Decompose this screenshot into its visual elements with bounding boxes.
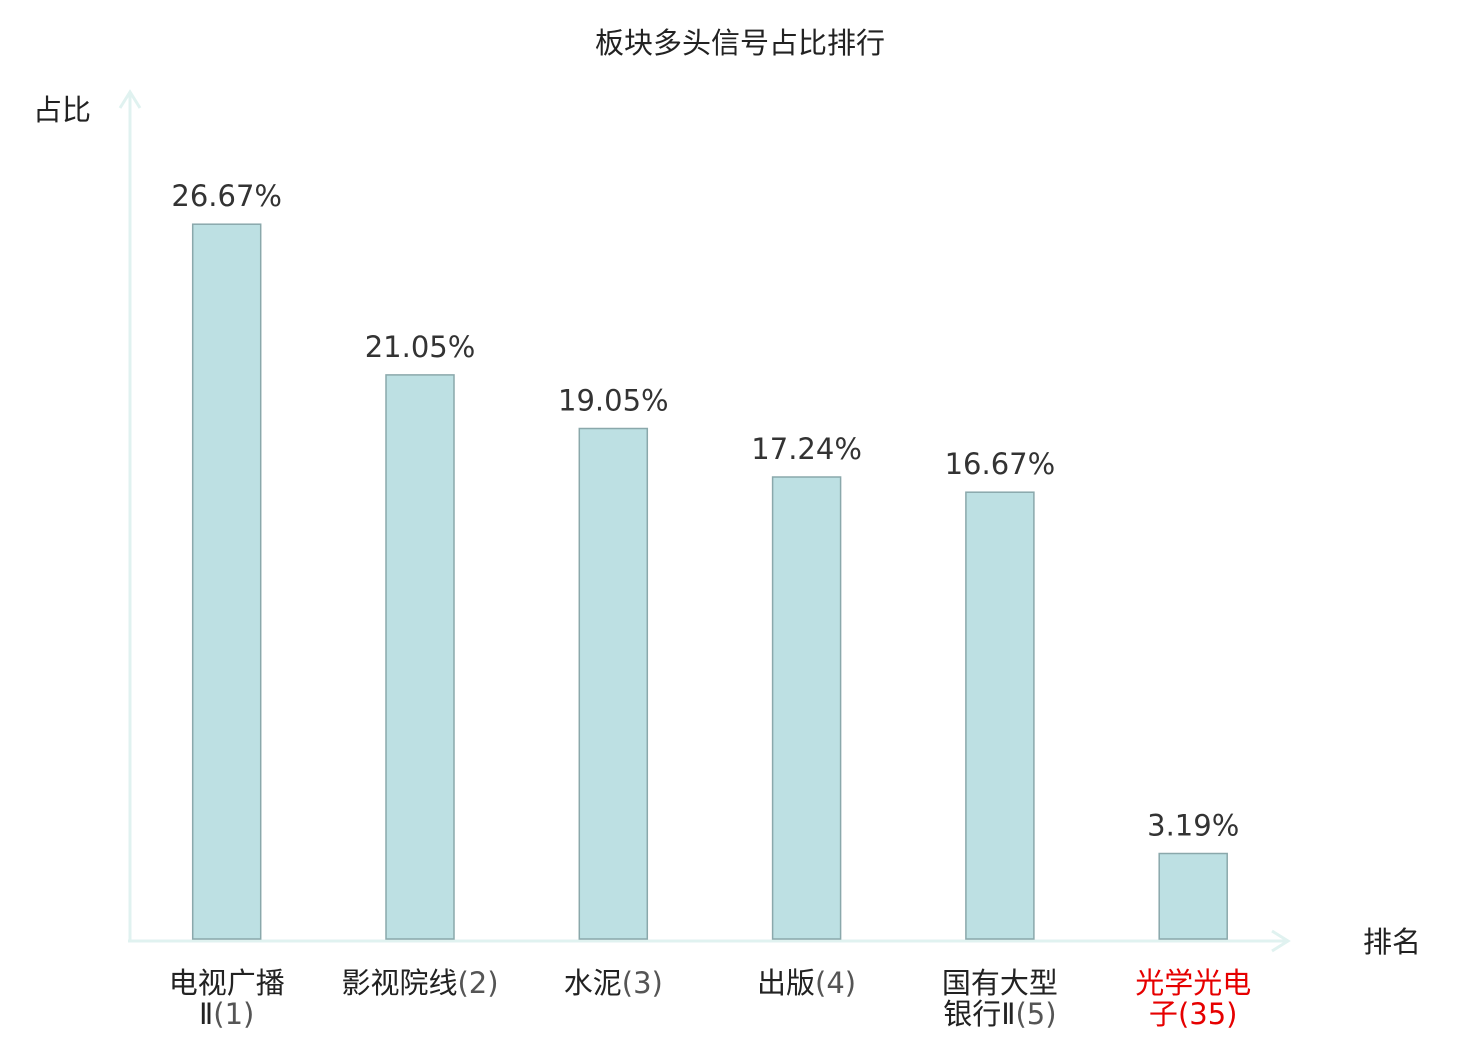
category-labels-group: 电视广播 Ⅱ(1) 影视院线(2) 水泥(3) 出版(4) 国有大型银行Ⅱ(5) 光学光电子… <box>169 966 1252 1031</box>
data-label: 17.24% <box>751 432 862 466</box>
x-tick-label: 国有大型银行Ⅱ(5) <box>942 966 1058 1031</box>
y-axis-label: 占比 <box>33 93 91 127</box>
x-axis-label: 排名 <box>1363 925 1421 959</box>
x-tick-label: 出版(4) <box>757 966 856 1000</box>
data-label: 3.19% <box>1147 809 1239 843</box>
x-axis <box>128 929 1291 953</box>
data-label: 19.05% <box>558 384 669 418</box>
bars-group <box>191 223 1228 940</box>
x-tick-label: 电视广播 Ⅱ(1) <box>169 966 285 1031</box>
bar <box>191 223 262 940</box>
data-label: 21.05% <box>365 330 476 364</box>
bar <box>771 476 842 940</box>
x-tick-label: 水泥(3) <box>564 966 663 1000</box>
bar <box>1158 852 1228 940</box>
bar <box>965 491 1035 940</box>
value-labels-group: 26.67% 21.05% 19.05% 17.24% 16.67% 3.19% <box>171 179 1239 842</box>
bar <box>385 374 455 940</box>
x-tick-label: 光学光电子(35) <box>1135 966 1251 1031</box>
data-label: 26.67% <box>171 179 282 213</box>
x-tick-label: 影视院线(2) <box>341 966 498 1000</box>
bar <box>578 427 649 940</box>
y-axis <box>118 89 142 941</box>
chart-title: 板块多头信号占比排行 <box>595 26 885 60</box>
data-label: 16.67% <box>945 447 1056 481</box>
